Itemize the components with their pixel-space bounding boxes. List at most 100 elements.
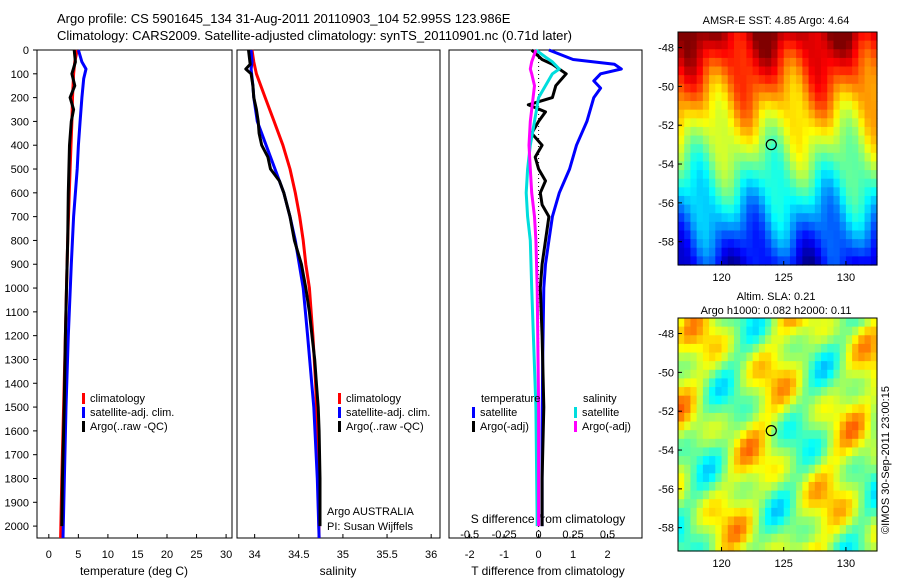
sst-map-cell	[752, 230, 760, 240]
sla-map-cell	[858, 326, 866, 336]
sst-map-cell	[827, 49, 835, 59]
sla-map-cell	[802, 525, 810, 535]
sst-map-cell	[727, 178, 735, 188]
sla-map-cell	[702, 395, 710, 405]
sst-map-cell	[696, 187, 704, 197]
sla-map-cell	[678, 525, 685, 535]
sst-map-cell	[746, 66, 754, 76]
sst-map-cell	[777, 49, 785, 59]
sst-map-cell	[690, 170, 698, 180]
sst-map-cell	[715, 126, 723, 137]
sst-map-cell	[864, 144, 872, 154]
sst-map-cell	[796, 144, 803, 154]
sla-map-cell	[789, 430, 797, 440]
sst-map-cell	[721, 92, 729, 102]
sla-map-cell	[702, 525, 710, 535]
sla-map-cell	[758, 387, 766, 397]
sst-map-cell	[821, 187, 828, 197]
sla-map-cell	[864, 318, 872, 328]
sla-map-cell	[696, 404, 704, 414]
sla-map-cell	[852, 318, 859, 328]
sla-map-cell	[845, 516, 853, 526]
sst-map-cell	[839, 170, 847, 180]
sla-map-cell	[839, 525, 847, 535]
difference-panel-frame	[448, 49, 643, 539]
sst-map-cell	[678, 92, 685, 102]
sla-map-cell	[765, 361, 772, 371]
sst-map-cell	[690, 204, 698, 214]
sla-map-cell	[678, 430, 685, 440]
sla-map-cell	[740, 430, 748, 440]
sst-map-cell	[746, 221, 754, 232]
sst-map-cell	[864, 213, 872, 223]
sla-map-cell	[789, 326, 797, 336]
sla-map-cell	[827, 361, 835, 371]
sla-map-cell	[740, 464, 748, 474]
sst-map-cell	[771, 49, 779, 59]
sst-map-cell	[690, 32, 698, 42]
sst-map-cell	[740, 170, 748, 180]
sst-map-cell	[765, 256, 772, 266]
sal-legend-label-0: climatology	[346, 393, 402, 405]
sst-map-cell	[727, 92, 735, 102]
sst-map-cell	[833, 126, 841, 137]
sst-map-cell	[746, 170, 754, 180]
sla-map-cell	[833, 516, 841, 526]
sla-map-cell	[709, 447, 716, 457]
sst-map-cell	[833, 144, 841, 154]
sst-map-cell	[802, 40, 810, 50]
sst-map-cell	[845, 101, 853, 111]
sla-map-cell	[771, 387, 779, 397]
sst-map-cell	[702, 152, 710, 163]
sla-map-cell	[839, 533, 847, 543]
sla-map-cell	[709, 335, 716, 345]
sla-map-cell	[758, 335, 766, 345]
sla-map-xtick-label: 130	[837, 558, 855, 570]
sst-map-cell	[864, 230, 872, 240]
sla-map-cell	[852, 352, 859, 362]
sst-map-cell	[678, 109, 685, 119]
sla-map-cell	[702, 369, 710, 380]
sst-map-cell	[864, 135, 872, 145]
sst-map-cell	[858, 83, 866, 94]
sst-map-cell	[758, 144, 766, 154]
sst-map-xtick-label: 120	[712, 272, 730, 284]
sst-map-cell	[733, 40, 741, 50]
sst-map-cell	[721, 204, 729, 214]
sst-map-cell	[839, 109, 847, 119]
sla-map-cell	[746, 412, 754, 423]
sla-map-cell	[715, 516, 723, 526]
diff-legend-sal-label-1: Argo(-adj)	[582, 421, 631, 433]
sla-map-cell	[833, 343, 841, 354]
sla-map-cell	[839, 438, 847, 449]
sst-map-cell	[852, 144, 859, 154]
sla-map-cell	[678, 361, 685, 371]
sst-map-cell	[845, 57, 853, 68]
sst-map-cell	[758, 221, 766, 232]
sst-map-cell	[678, 32, 685, 42]
sst-map-cell	[678, 204, 685, 214]
sst-map-cell	[765, 170, 772, 180]
sst-map-cell	[814, 101, 822, 111]
sst-map-cell	[771, 152, 779, 163]
sla-map-cell	[696, 421, 704, 431]
sst-map-cell	[715, 187, 723, 197]
sla-map-cell	[808, 456, 816, 466]
sst-map-cell	[715, 256, 723, 266]
sst-map-cell	[814, 256, 822, 266]
sla-map-cell	[821, 421, 828, 431]
sla-map-cell	[833, 404, 841, 414]
sst-map-cell	[690, 144, 698, 154]
sla-map-cell	[783, 378, 791, 388]
sla-map-cell	[858, 412, 866, 423]
sst-map-cell	[721, 221, 729, 232]
sst-map-cell	[858, 49, 866, 59]
sla-map-cell	[808, 335, 816, 345]
sla-map-cell	[684, 438, 692, 449]
sst-map-cell	[709, 195, 716, 206]
sst-map-cell	[796, 92, 803, 102]
sla-map-cell	[839, 387, 847, 397]
sst-map-cell	[864, 83, 872, 94]
sla-map-cell	[765, 542, 772, 552]
sst-map-cell	[870, 92, 878, 102]
